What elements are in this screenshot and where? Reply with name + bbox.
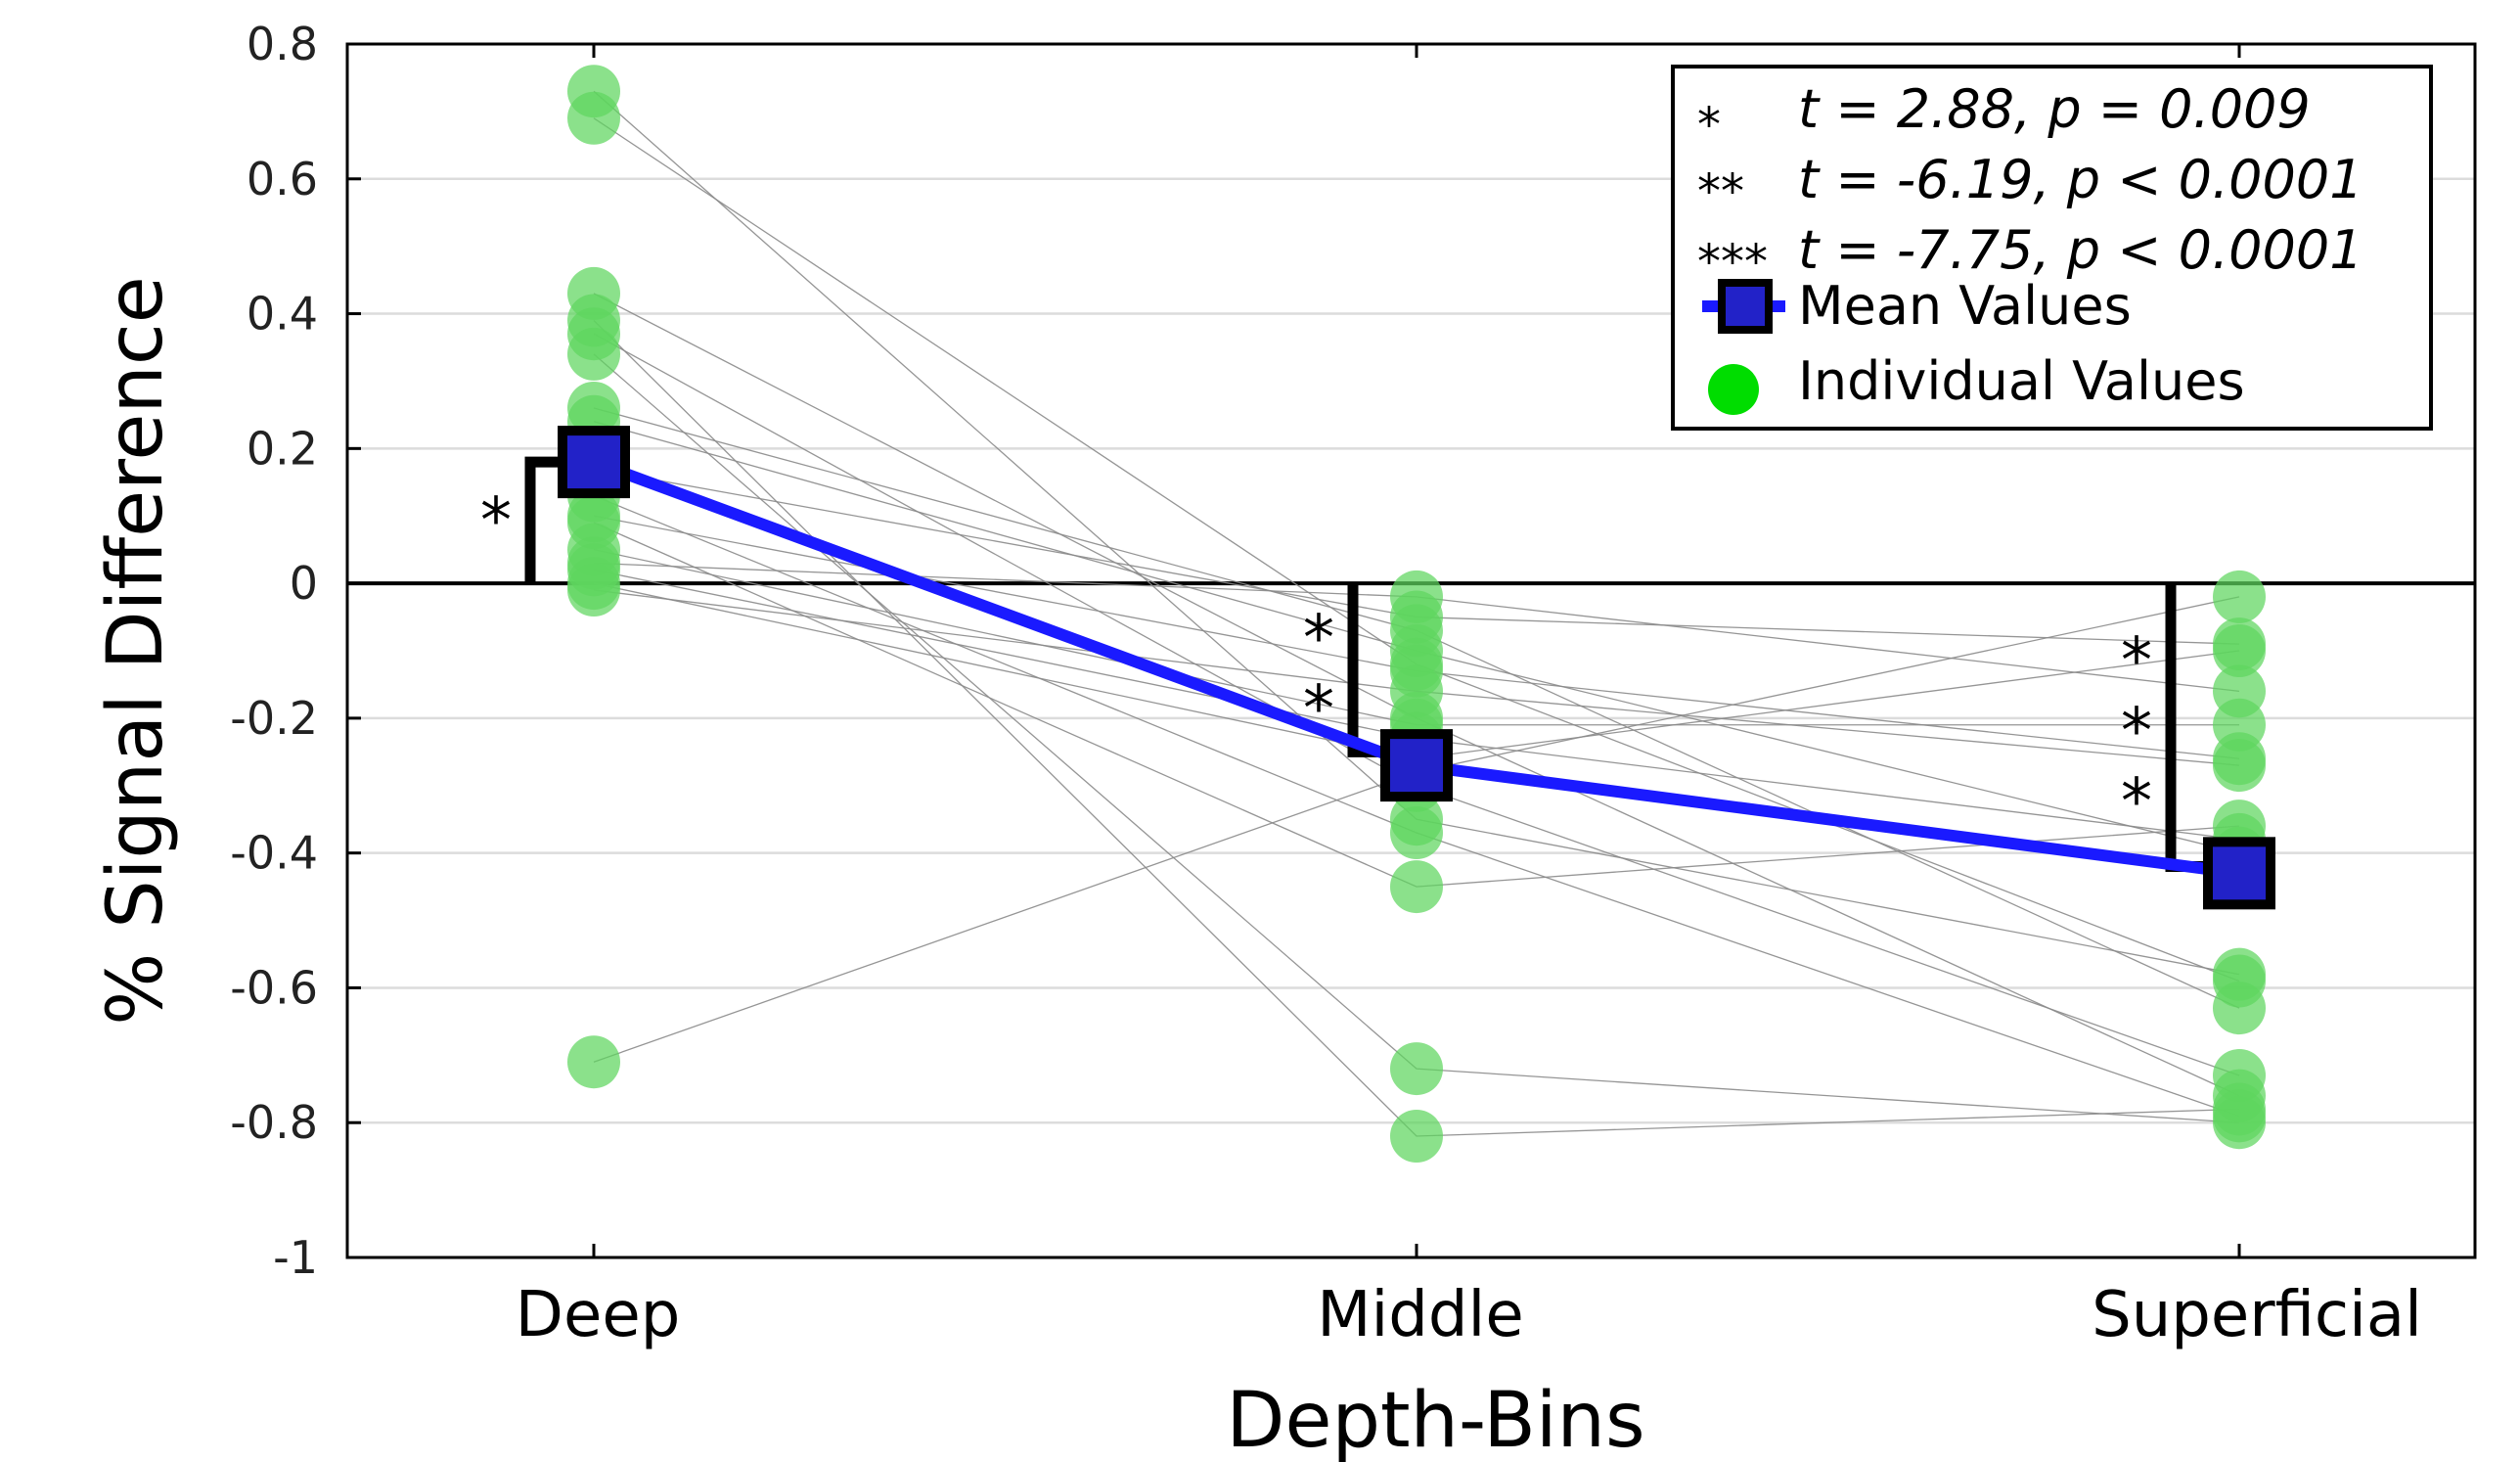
- y-tick-label: 0: [290, 557, 318, 610]
- individual-point: [1390, 860, 1443, 914]
- x-axis-label: Depth-Bins: [1226, 1377, 1644, 1462]
- significance-brackets: ******: [480, 456, 2212, 872]
- y-tick-label: -1: [273, 1231, 318, 1284]
- y-tick-label: -0.8: [230, 1096, 318, 1149]
- legend-stat-stars: **: [1697, 164, 1744, 219]
- y-tick-label: 0.6: [247, 153, 318, 206]
- significance-star: *: [2121, 625, 2152, 698]
- x-tick-label: Superficial: [2092, 1279, 2422, 1351]
- individual-point: [2213, 982, 2266, 1035]
- legend-stat-stars: *: [1697, 98, 1721, 153]
- individual-point: [2213, 739, 2266, 793]
- y-tick-label: -0.2: [230, 692, 318, 745]
- individual-point: [1390, 664, 1443, 718]
- individual-point: [2213, 570, 2266, 623]
- y-tick-label: -0.6: [230, 961, 318, 1014]
- mean-series: [558, 426, 2275, 910]
- y-axis-ticks: 0.8 0.6 0.4 0.2 0 -0.2 -0.4 -0.6 -0.8 -1: [230, 18, 361, 1284]
- legend-individual-marker: [1708, 364, 1759, 415]
- individual-point: [1390, 806, 1443, 859]
- individual-point: [2213, 664, 2266, 718]
- x-tick-label: Deep: [516, 1279, 681, 1351]
- individual-point: [567, 1035, 620, 1089]
- plot-frame: [345, 42, 2477, 1259]
- significance-star: *: [480, 485, 512, 558]
- individual-points: [567, 65, 2266, 1163]
- legend-stat-text: t = 2.88, p = 0.009: [1798, 78, 2311, 140]
- individual-point: [567, 327, 620, 381]
- legend: * t = 2.88, p = 0.009 ** t = -6.19, p < 0.0…: [1671, 65, 2433, 431]
- y-axis-label: % Signal Difference: [92, 276, 180, 1025]
- individual-point: [567, 91, 620, 145]
- x-axis-ticks: Deep Middle Superficial: [516, 44, 2422, 1351]
- significance-star: *: [2121, 766, 2152, 839]
- y-tick-label: 0.4: [247, 288, 318, 341]
- individual-point: [2213, 624, 2266, 677]
- legend-stat-text: t = -6.19, p < 0.0001: [1798, 149, 2363, 210]
- individual-point: [2213, 1089, 2266, 1143]
- y-tick-label: 0.8: [247, 18, 318, 70]
- legend-individual-label: Individual Values: [1798, 350, 2245, 412]
- individual-point: [1390, 1110, 1443, 1163]
- individual-point: [1390, 1042, 1443, 1096]
- legend-stat-text: t = -7.75, p < 0.0001: [1798, 219, 2363, 281]
- individual-point: [1390, 570, 1443, 623]
- individual-point: [2213, 1049, 2266, 1102]
- significance-star: *: [2121, 696, 2152, 768]
- mean-marker: [2203, 837, 2275, 910]
- x-tick-label: Middle: [1317, 1279, 1523, 1351]
- y-tick-label: -0.4: [230, 827, 318, 880]
- legend-box: [1671, 65, 2433, 431]
- mean-marker: [558, 426, 630, 499]
- significance-star: *: [1303, 603, 1334, 675]
- individual-point: [567, 564, 620, 617]
- y-tick-label: 0.2: [247, 422, 318, 475]
- mean-marker: [1380, 729, 1453, 802]
- legend-mean-marker: [1718, 279, 1773, 334]
- legend-mean-label: Mean Values: [1798, 275, 2132, 337]
